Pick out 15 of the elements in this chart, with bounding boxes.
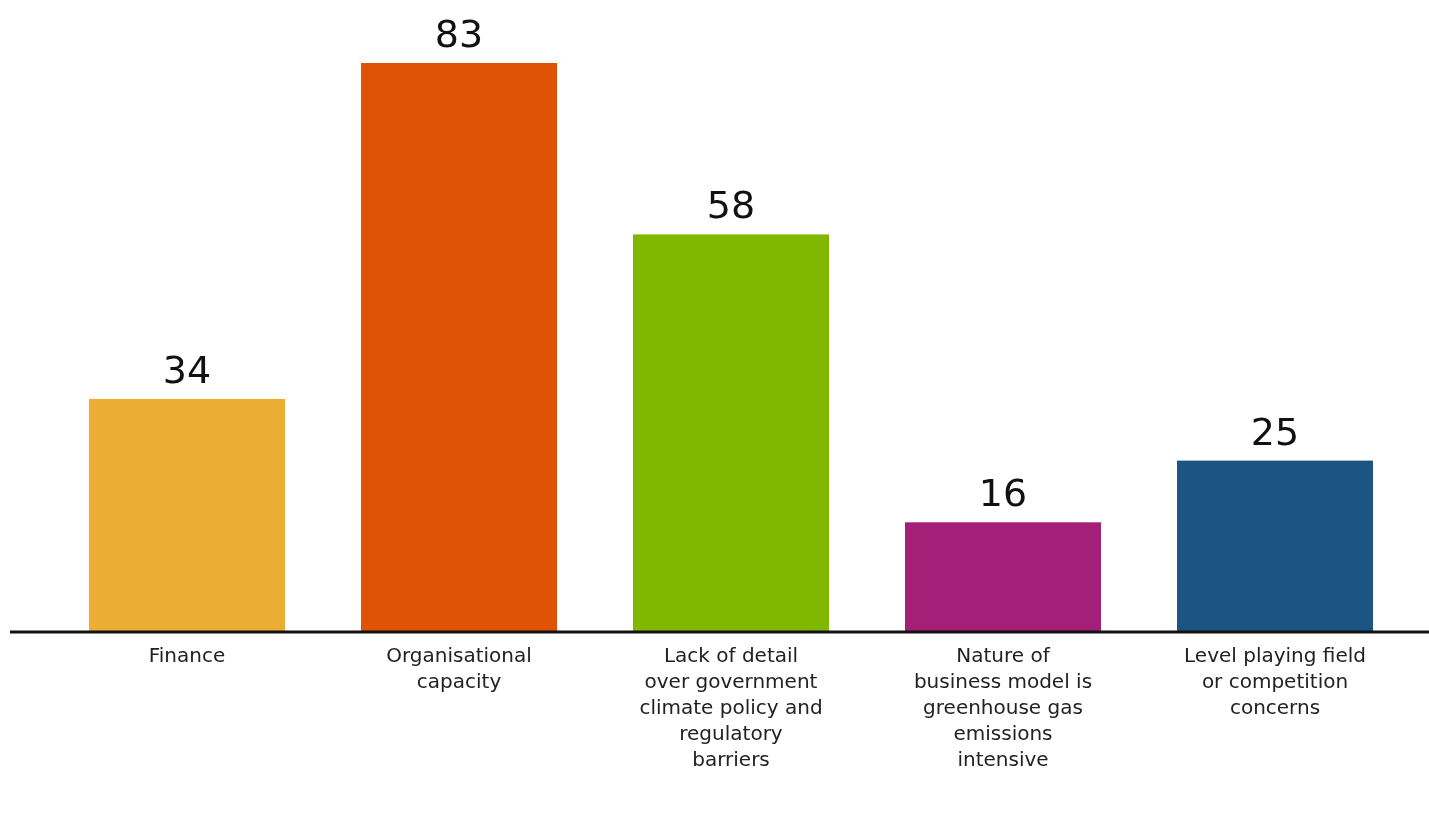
x-tick-label: Organisational capacity bbox=[386, 643, 532, 693]
bar bbox=[905, 522, 1101, 632]
x-tick-label: Finance bbox=[148, 643, 226, 667]
data-label: 34 bbox=[162, 347, 212, 392]
x-tick-label: Lack of detail over government climate policy and regulatory barriers bbox=[639, 643, 823, 771]
data-label: 83 bbox=[434, 12, 484, 56]
bar bbox=[1177, 460, 1373, 632]
x-tick-label: Level playing field or competition concerns bbox=[1184, 643, 1366, 719]
data-label: 16 bbox=[978, 471, 1028, 516]
x-tick-label: Nature of business model is greenhouse gas emissions intensive bbox=[913, 643, 1093, 771]
bar bbox=[633, 234, 829, 632]
bar bbox=[361, 63, 557, 632]
bar bbox=[89, 398, 285, 632]
data-label: 58 bbox=[706, 183, 756, 228]
data-label: 25 bbox=[1250, 409, 1300, 454]
